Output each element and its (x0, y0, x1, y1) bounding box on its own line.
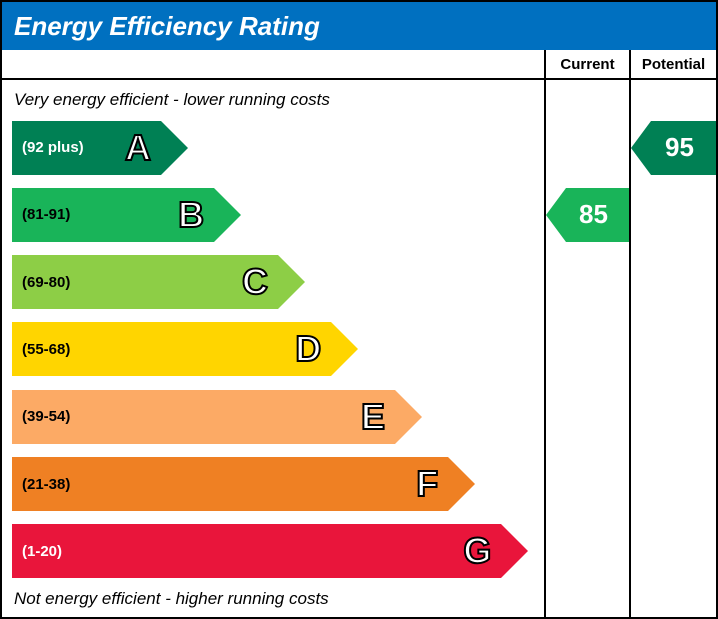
band-bar-E: (39-54) E (12, 390, 395, 444)
potential-pointer: 95 (631, 121, 716, 175)
band-row-A: (92 plus) A (12, 119, 544, 177)
band-letter-A: A (125, 130, 151, 166)
band-range-B: (81-91) (22, 206, 70, 223)
potential-header: Potential (631, 50, 716, 80)
band-row-B: (81-91) B (12, 186, 544, 244)
band-range-G: (1-20) (22, 543, 62, 560)
band-letter-G: G (463, 533, 491, 569)
band-bar-D: (55-68) D (12, 322, 331, 376)
band-row-F: (21-38) F (12, 455, 544, 513)
band-letter-E: E (361, 399, 385, 435)
band-range-D: (55-68) (22, 341, 70, 358)
potential-body: 95 (631, 80, 716, 619)
band-range-F: (21-38) (22, 476, 70, 493)
efficient-text-top: Very energy efficient - lower running co… (12, 86, 544, 114)
band-row-D: (55-68) D (12, 320, 544, 378)
band-row-G: (1-20) G (12, 522, 544, 580)
bars-wrap: (92 plus) A (81-91) B (69-80) C (55-68) D (39-54… (12, 114, 544, 585)
bands-column: Very energy efficient - lower running co… (2, 50, 546, 619)
potential-column: Potential 95 (631, 50, 716, 619)
current-column: Current 85 (546, 50, 631, 619)
current-header: Current (546, 50, 629, 80)
band-bar-G: (1-20) G (12, 524, 501, 578)
potential-pointer-value: 95 (653, 132, 694, 163)
current-pointer-value: 85 (567, 199, 608, 230)
title-bar: Energy Efficiency Rating (2, 2, 716, 50)
band-bar-B: (81-91) B (12, 188, 214, 242)
band-range-E: (39-54) (22, 408, 70, 425)
band-letter-C: C (242, 264, 268, 300)
chart-grid: Very energy efficient - lower running co… (2, 50, 716, 619)
band-letter-B: B (178, 197, 204, 233)
chart-title: Energy Efficiency Rating (14, 11, 320, 42)
band-letter-F: F (416, 466, 438, 502)
band-letter-D: D (295, 331, 321, 367)
epc-chart: Energy Efficiency Rating Very energy eff… (0, 0, 718, 619)
band-bar-F: (21-38) F (12, 457, 448, 511)
band-range-C: (69-80) (22, 274, 70, 291)
current-body: 85 (546, 80, 629, 619)
main-header-spacer (2, 50, 544, 80)
band-bar-A: (92 plus) A (12, 121, 161, 175)
band-range-A: (92 plus) (22, 139, 84, 156)
efficient-text-bottom: Not energy efficient - higher running co… (12, 585, 544, 613)
band-row-C: (69-80) C (12, 253, 544, 311)
chart-body: Very energy efficient - lower running co… (2, 80, 544, 619)
current-pointer: 85 (546, 188, 629, 242)
band-row-E: (39-54) E (12, 388, 544, 446)
band-bar-C: (69-80) C (12, 255, 278, 309)
